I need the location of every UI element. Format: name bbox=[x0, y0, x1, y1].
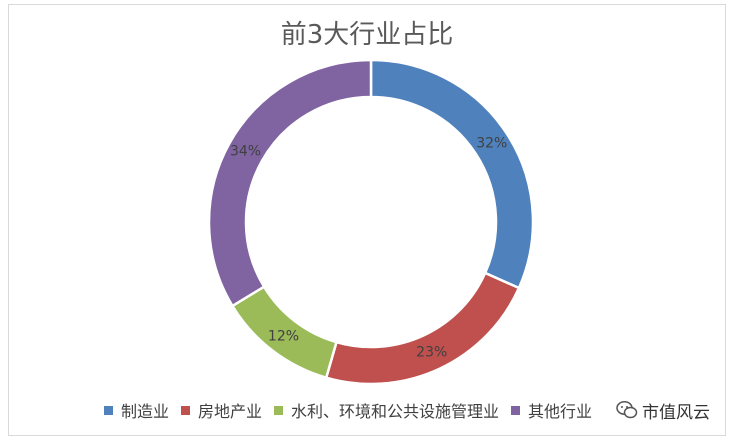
legend-swatch bbox=[511, 405, 521, 415]
legend: 制造业 房地产业 水利、环境和公共设施管理业 其他行业 bbox=[104, 398, 604, 422]
slice-other bbox=[207, 58, 373, 308]
chart-title: 前3大行业占比 bbox=[280, 20, 454, 50]
legend-item-manufacturing: 制造业 bbox=[104, 398, 169, 422]
wechat-icon bbox=[616, 401, 638, 419]
legend-label: 水利、环境和公共设施管理业 bbox=[291, 402, 500, 421]
legend-label: 其他行业 bbox=[528, 402, 593, 421]
watermark-text: 市值风云 bbox=[642, 402, 710, 423]
legend-item-other: 其他行业 bbox=[511, 398, 592, 422]
data-label-real-estate: 23% bbox=[416, 345, 447, 361]
legend-label: 制造业 bbox=[121, 402, 170, 421]
data-label-other: 34% bbox=[230, 143, 261, 159]
data-label-water-environment: 12% bbox=[268, 328, 299, 344]
watermark: 市值风云 bbox=[612, 398, 714, 423]
legend-label: 房地产业 bbox=[198, 402, 263, 421]
legend-swatch bbox=[181, 405, 191, 415]
data-label-manufacturing: 32% bbox=[476, 136, 507, 152]
legend-swatch bbox=[274, 405, 284, 415]
slice-real-estate bbox=[324, 271, 521, 386]
legend-item-water-environment: 水利、环境和公共设施管理业 bbox=[274, 398, 499, 422]
slice-manufacturing bbox=[369, 58, 535, 290]
legend-item-real-estate: 房地产业 bbox=[181, 398, 262, 422]
legend-swatch bbox=[104, 405, 113, 415]
